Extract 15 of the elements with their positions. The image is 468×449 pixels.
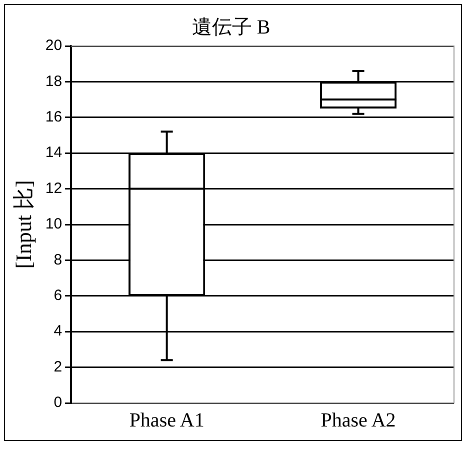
y-tick-label: 16 [45, 108, 62, 126]
y-tick-label: 14 [45, 144, 62, 162]
y-tick-label: 18 [45, 72, 62, 90]
y-tick-label: 4 [54, 322, 62, 340]
x-tick-label: Phase A2 [320, 409, 396, 432]
y-tick-label: 6 [54, 287, 62, 304]
y-axis-title: [Input 比] [10, 180, 36, 269]
y-tick-label: 10 [45, 216, 62, 233]
y-tick-label: 12 [45, 180, 62, 197]
chart-title: 遺伝子 B [192, 16, 270, 38]
y-tick-label: 0 [54, 394, 62, 412]
y-tick-label: 8 [54, 251, 62, 268]
x-tick-label: Phase A1 [129, 409, 204, 432]
y-tick-label: 2 [54, 358, 62, 376]
y-tick-label: 20 [45, 37, 62, 54]
